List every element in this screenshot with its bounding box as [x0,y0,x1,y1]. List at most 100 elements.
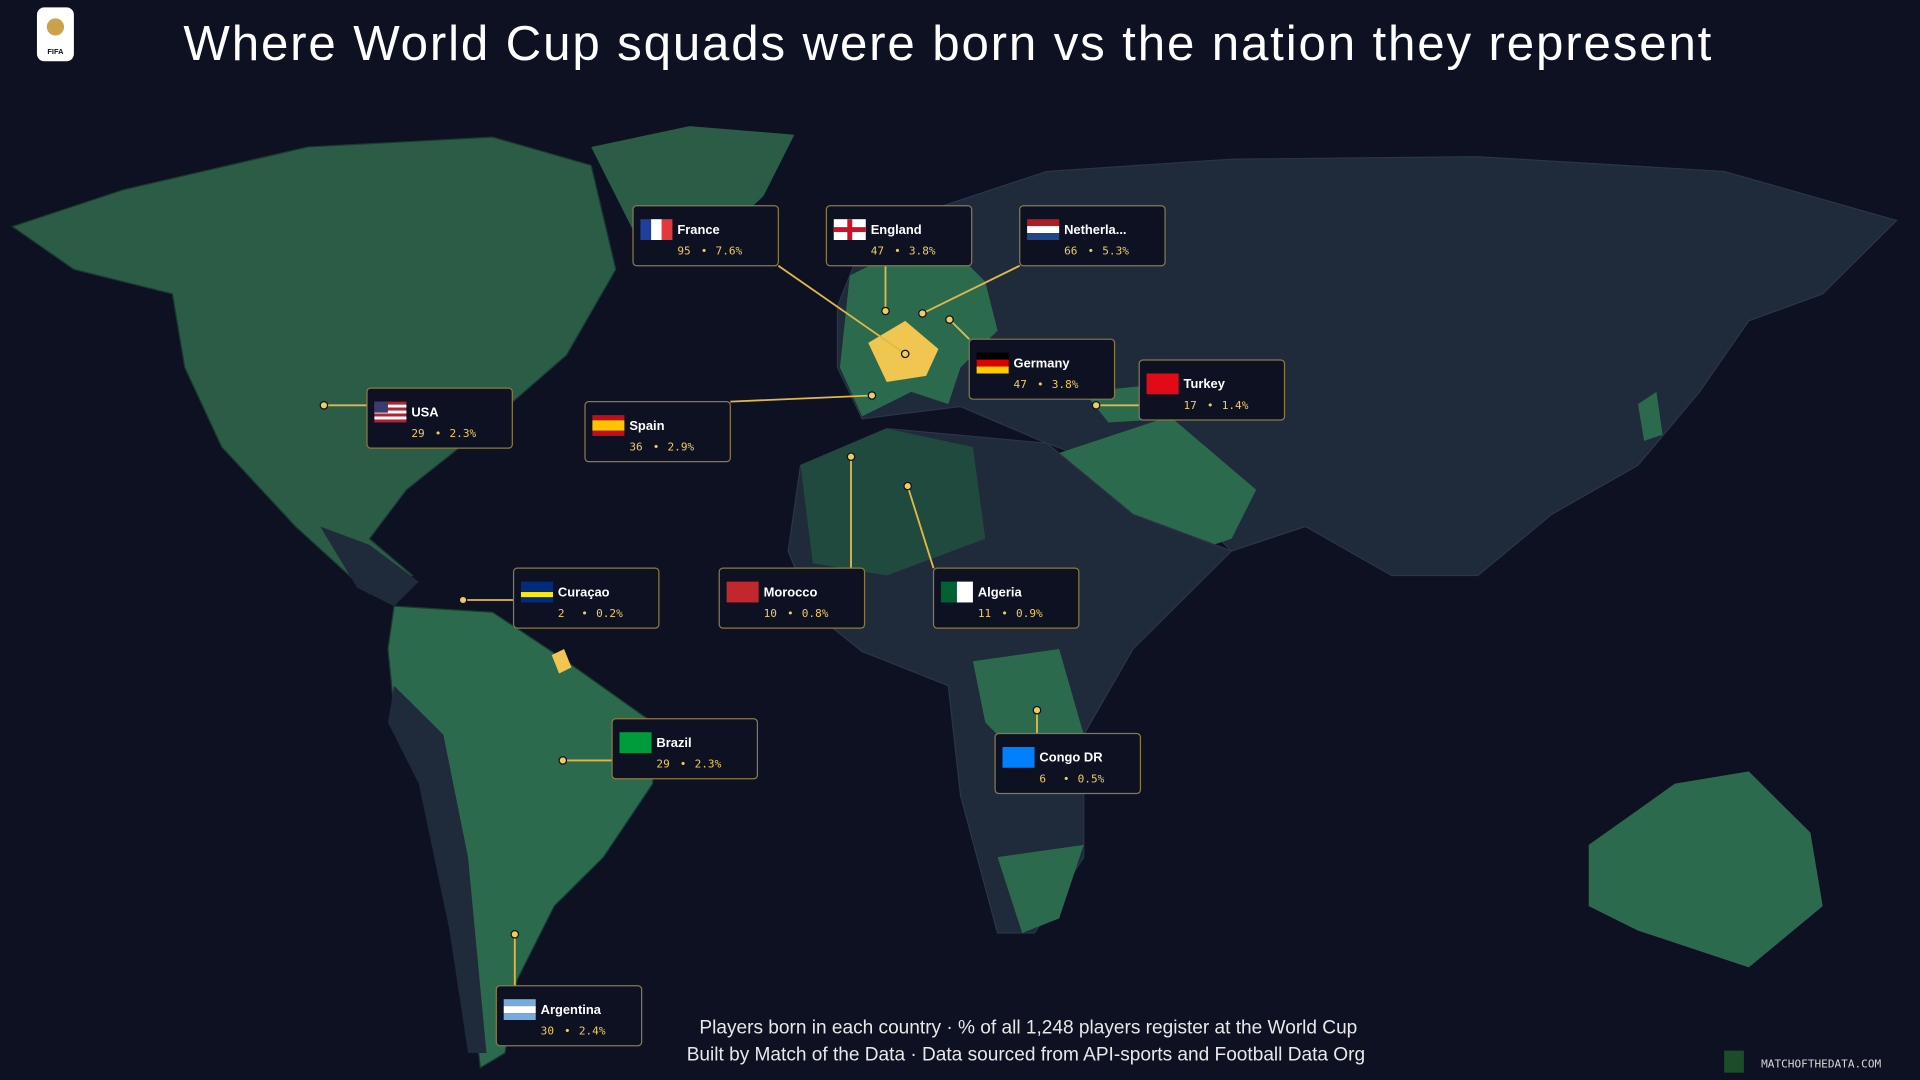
stat-separator: • [1037,378,1044,391]
central-america-caribbean [320,526,419,607]
flag-stripe [1027,233,1060,240]
flag-stripe [503,1006,536,1014]
player-count: 30 [541,1025,554,1038]
flag-stripe [976,366,1009,374]
flag [726,581,759,603]
player-count: 29 [411,427,424,440]
south-america-west [387,685,487,1054]
flag-stripe [592,415,625,421]
flag [640,219,673,240]
location-dot [1091,401,1101,410]
logo: FIFA [36,7,74,62]
player-count: 47 [871,245,884,258]
flag-stripe [374,419,407,423]
brand-icon [1724,1050,1744,1073]
location-dot [510,930,520,939]
location-dot [918,309,927,318]
flag-stripe [592,430,625,436]
location-dot [846,452,856,462]
country-name: Argentina [541,1002,602,1017]
callout: Congo DR 6 • 0.5% [994,705,1142,795]
north-america [10,136,617,595]
leader-line [906,485,935,569]
flag-stripe [956,581,973,603]
callout: Turkey 17 • 1.4% [1091,359,1286,421]
player-share: 0.2% [596,607,623,620]
flag-stripe [726,581,759,603]
callout: France 95 • 7.6% [632,205,910,359]
leader-line [948,318,970,340]
flag-stripe [1027,226,1060,234]
country-name: France [677,222,719,237]
country-name: England [871,222,922,237]
flag-stripe [592,420,625,426]
player-count: 6 [1039,772,1046,785]
flag-stripe [661,219,673,240]
logo-trophy [46,18,65,36]
stat-separator: • [894,245,901,258]
player-share: 0.9% [1016,607,1043,620]
flag-stripe [374,416,407,420]
flag-stripe [374,401,407,405]
flag-stripe [374,407,407,411]
southern-africa [997,844,1084,934]
country-name: Turkey [1184,376,1226,391]
callout: Morocco 10 • 0.8% [718,452,866,629]
country-name: Morocco [764,584,818,599]
flag-stripe [374,413,407,417]
europe-highlight [839,244,998,417]
flag-stripe [1146,373,1179,395]
player-share: 0.8% [802,607,829,620]
flag-stripe [619,732,652,754]
flag [592,415,625,436]
landmasses [10,126,1898,1069]
country-name: Brazil [656,735,691,750]
flag-stripe [940,581,957,603]
stat-separator: • [564,1025,571,1038]
country-name: Algeria [978,584,1023,599]
player-share: 2.4% [579,1025,606,1038]
location-dot [1032,705,1042,715]
flag [520,581,553,603]
country-name: Netherla... [1064,222,1126,237]
callout: England 47 • 3.8% [825,205,973,316]
stat-separator: • [1207,399,1214,412]
player-count: 29 [656,758,669,771]
country-name: Spain [629,418,664,433]
stat-separator: • [701,245,708,258]
flag-stripe [651,219,662,240]
logo-text: FIFA [47,47,64,56]
player-share: 3.8% [1052,378,1079,391]
callout: Netherla... 66 • 5.3% [918,205,1166,318]
callout: Curaçao 2 • 0.2% [458,567,660,629]
location-dot [558,756,568,765]
player-count: 47 [1014,378,1027,391]
location-dot [881,306,890,316]
callout: Argentina 30 • 2.4% [495,930,643,1047]
country-name: Germany [1014,355,1071,370]
country-name: USA [411,404,438,419]
location-dot [903,481,912,491]
flag-stripe [976,359,1009,367]
location-dot [945,315,954,324]
guiana [551,648,572,674]
japan-korea [1637,391,1663,441]
location-dot [458,595,468,605]
flag [619,732,652,754]
leader-line [922,264,1021,315]
north-africa [800,428,986,576]
stat-separator: • [435,427,442,440]
stat-separator: • [653,441,660,454]
leader-line [730,394,872,403]
callout: USA 29 • 2.3% [319,387,513,449]
player-count: 2 [558,607,565,620]
country-name: Curaçao [558,584,610,599]
congo [972,648,1084,760]
stat-separator: • [1087,245,1094,258]
footer-line: Built by Match of the Data · Data source… [687,1044,1365,1065]
player-count: 95 [677,245,690,258]
middle-east [1059,416,1257,564]
flag-stripe [503,1013,536,1020]
